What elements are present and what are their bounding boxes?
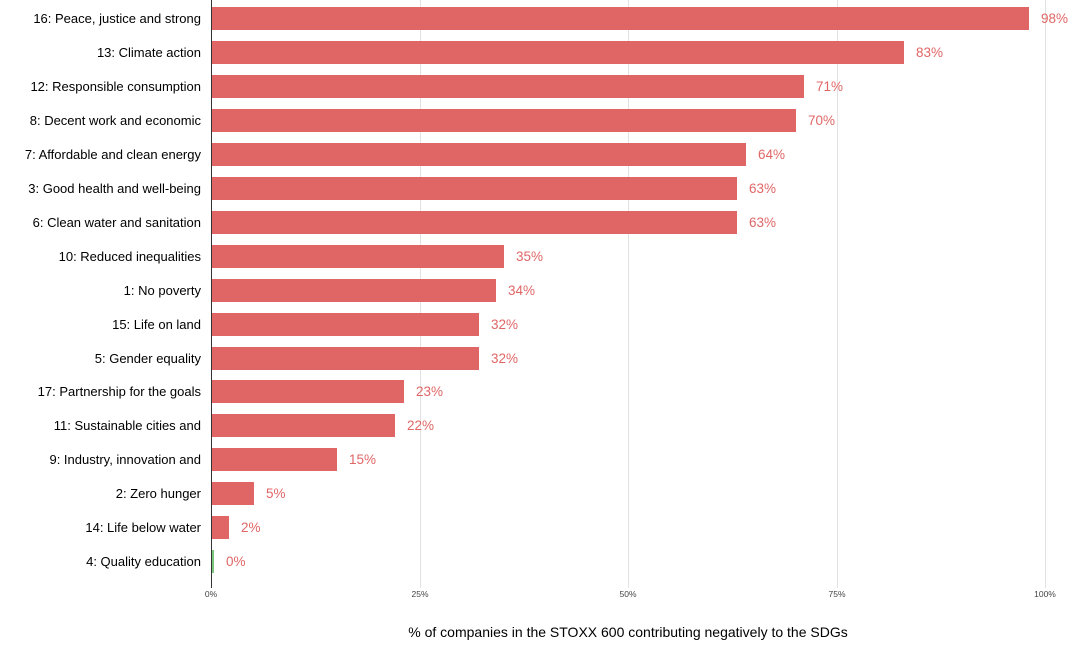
bar <box>212 380 404 403</box>
category-label: 13: Climate action <box>96 45 201 60</box>
bar <box>212 347 479 370</box>
value-label: 35% <box>516 249 544 264</box>
category-label: 14: Life below water <box>85 520 201 535</box>
value-label: 71% <box>816 79 844 94</box>
value-label: 63% <box>749 215 777 230</box>
value-label: 22% <box>407 418 435 433</box>
category-label: 8: Decent work and economic <box>29 113 201 128</box>
category-label: 4: Quality education <box>86 554 201 569</box>
value-label: 83% <box>916 45 944 60</box>
bar <box>212 279 496 302</box>
bar <box>212 448 337 471</box>
category-label: 11: Sustainable cities and <box>53 418 201 433</box>
bar <box>212 414 395 437</box>
bar <box>212 550 214 573</box>
value-label: 98% <box>1041 11 1069 26</box>
bar <box>212 41 904 64</box>
value-label: 64% <box>758 147 786 162</box>
bar <box>212 75 804 98</box>
x-tick-label: 100% <box>1034 589 1056 599</box>
category-label: 7: Affordable and clean energy <box>24 147 201 162</box>
gridline <box>837 0 838 588</box>
bar <box>212 516 229 539</box>
category-label: 2: Zero hunger <box>115 486 201 501</box>
gridline <box>628 0 629 588</box>
value-label: 5% <box>266 486 286 501</box>
x-tick-label: 25% <box>411 589 429 599</box>
bar <box>212 313 479 336</box>
bar <box>212 109 796 132</box>
bar <box>212 245 504 268</box>
value-label: 2% <box>241 520 261 535</box>
x-tick-label: 50% <box>619 589 637 599</box>
category-label: 15: Life on land <box>112 317 201 332</box>
bar <box>212 482 254 505</box>
bar <box>212 7 1029 30</box>
x-tick-label: 75% <box>828 589 846 599</box>
category-label: 6: Clean water and sanitation <box>32 215 201 230</box>
value-label: 32% <box>491 351 519 366</box>
value-label: 15% <box>349 452 377 467</box>
bar <box>212 211 737 234</box>
value-label: 32% <box>491 317 519 332</box>
category-label: 12: Responsible consumption <box>30 79 201 94</box>
y-axis-line <box>211 0 212 588</box>
category-label: 1: No poverty <box>123 283 201 298</box>
value-label: 23% <box>416 384 444 399</box>
category-label: 9: Industry, innovation and <box>49 452 201 467</box>
gridline <box>1045 0 1046 588</box>
category-label: 5: Gender equality <box>94 351 201 366</box>
category-label: 3: Good health and well-being <box>28 181 201 196</box>
bar <box>212 177 737 200</box>
bar <box>212 143 746 166</box>
value-label: 0% <box>226 554 246 569</box>
category-label: 16: Peace, justice and strong <box>33 11 201 26</box>
x-axis-title: % of companies in the STOXX 600 contribu… <box>408 624 848 640</box>
category-label: 17: Partnership for the goals <box>37 384 201 399</box>
value-label: 63% <box>749 181 777 196</box>
x-tick-label: 0% <box>204 589 218 599</box>
value-label: 34% <box>508 283 536 298</box>
category-label: 10: Reduced inequalities <box>58 249 201 264</box>
value-label: 70% <box>808 113 836 128</box>
